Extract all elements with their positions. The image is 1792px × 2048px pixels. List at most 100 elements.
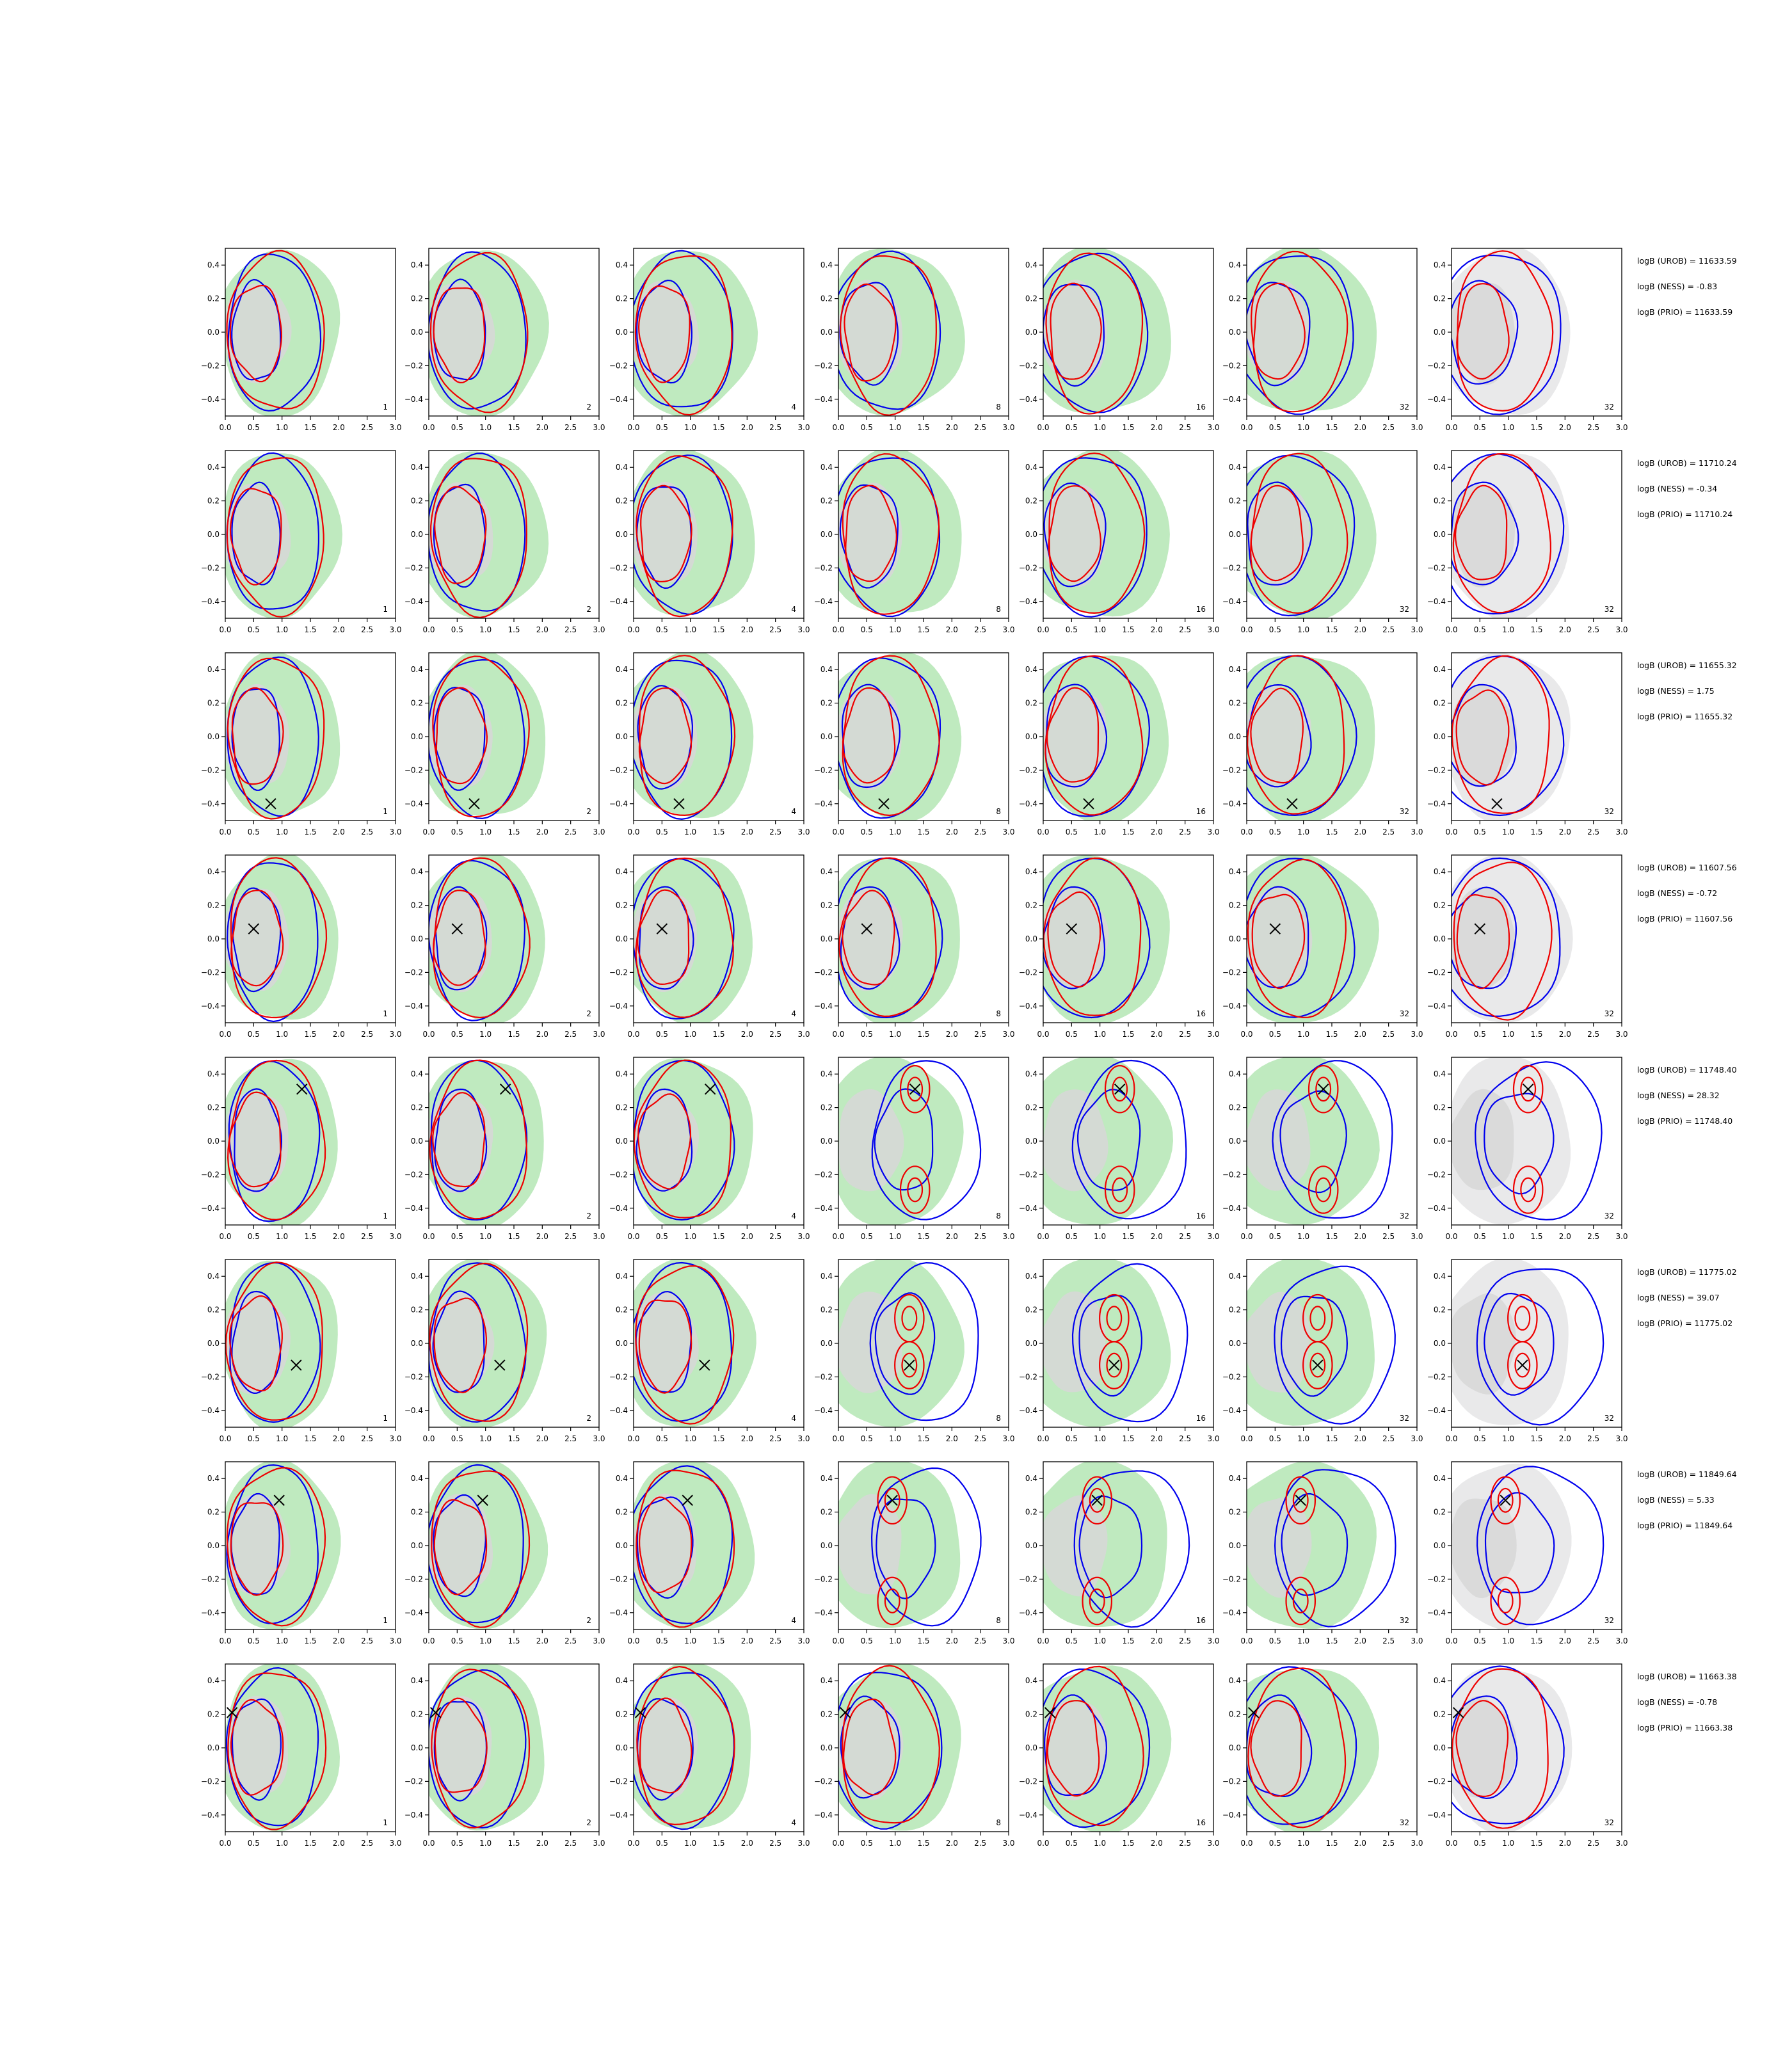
- y-tick-label: −0.4: [609, 597, 628, 606]
- x-tick-label: 1.0: [1502, 1636, 1514, 1645]
- blue-contour-outer: [1043, 1668, 1151, 1828]
- blue-contour-inner: [1452, 1695, 1518, 1800]
- red-contour-outer: [429, 1262, 529, 1422]
- y-tick-label: 0.4: [1229, 1272, 1241, 1281]
- y-tick-label: 0.2: [1434, 497, 1446, 506]
- x-tick-label: 2.5: [361, 1636, 373, 1645]
- row-1-stats: logB (UROB) = 11633.59 logB (NESS) = -0.8…: [1637, 256, 1737, 317]
- logb-stat-1: logB (UROB) = 11607.56: [1637, 863, 1737, 872]
- y-tick-label: 0.4: [1434, 260, 1446, 269]
- x-tick-label: 2.0: [1151, 625, 1163, 634]
- inner-density-fill: [225, 483, 291, 584]
- x-tick-label: 1.0: [276, 625, 288, 634]
- y-tick-label: 0.2: [1434, 699, 1446, 708]
- y-tick-label: 0.4: [1434, 665, 1446, 674]
- y-tick-label: −0.2: [814, 1170, 833, 1179]
- x-tick-label: 0.5: [451, 625, 463, 634]
- y-tick-label: 0.2: [820, 1306, 833, 1315]
- red-contour-mode-inner: [907, 1177, 924, 1203]
- y-tick-label: −0.4: [609, 1002, 628, 1011]
- panel-count-label: 1: [383, 1009, 388, 1018]
- x-tick-label: 1.0: [1502, 828, 1514, 836]
- x-tick-label: 0.5: [1474, 423, 1486, 432]
- red-contour-inner: [433, 889, 486, 986]
- y-tick-label: 0.2: [820, 901, 833, 910]
- red-contour-mode-inner: [1112, 1076, 1128, 1102]
- red-contour-inner: [434, 486, 487, 584]
- plot-area: [838, 1664, 961, 1831]
- y-tick-label: 0.0: [1434, 1743, 1446, 1752]
- blue-contour-outer: [1043, 457, 1148, 618]
- blue-contour-outer: [634, 454, 733, 615]
- panel-r2-c6: 0.0 0.5 1.0 1.5 2.0 2.5 3.0 0.4 0.2 0.0 −0.2 −0.4 32: [1222, 450, 1423, 634]
- y-tick-label: −0.2: [201, 1170, 220, 1179]
- y-tick-label: 0.2: [616, 294, 628, 303]
- y-tick-label: −0.4: [201, 1811, 220, 1820]
- y-tick-label: −0.2: [404, 968, 423, 977]
- blue-contour-inner: [1078, 1495, 1143, 1599]
- x-tick-label: 1.5: [1530, 1030, 1542, 1039]
- panel-r4-c1: 0.0 0.5 1.0 1.5 2.0 2.5 3.0 0.4 0.2 0.0 −0.2 −0.4 1: [201, 854, 402, 1039]
- inner-density-fill: [225, 888, 289, 991]
- panel-count-label: 32: [1400, 605, 1409, 614]
- y-tick-label: −0.4: [814, 1608, 833, 1617]
- logb-stat-2: logB (NESS) = -0.78: [1637, 1697, 1717, 1707]
- x-tick-label: 0.0: [1037, 828, 1049, 836]
- x-tick-label: 1.5: [1530, 828, 1542, 836]
- x-tick-label: 0.0: [422, 625, 435, 634]
- inner-density-fill: [634, 1292, 699, 1394]
- red-contour-outer: [1045, 1665, 1144, 1827]
- red-contour-outer: [227, 1672, 327, 1830]
- x-tick-label: 1.0: [889, 828, 901, 836]
- red-contour-mode-inner: [1089, 1487, 1105, 1513]
- y-tick-label: 0.4: [1434, 1474, 1446, 1483]
- x-tick-label: 1.5: [1325, 625, 1338, 634]
- red-contour-inner: [844, 283, 897, 382]
- x-tick-label: 3.0: [1207, 1232, 1219, 1241]
- x-tick-label: 0.0: [1240, 828, 1252, 836]
- plot-area: [634, 857, 753, 1023]
- blue-contour-inner: [234, 1088, 283, 1192]
- y-tick-label: 0.4: [820, 1474, 833, 1483]
- panel-r3-c2: 0.0 0.5 1.0 1.5 2.0 2.5 3.0 0.4 0.2 0.0 −0.2 −0.4 2: [404, 652, 605, 836]
- x-tick-label: 0.0: [1240, 625, 1252, 634]
- plot-area: [225, 1664, 340, 1832]
- y-tick-label: 0.2: [1434, 294, 1446, 303]
- x-tick-label: 3.0: [1411, 625, 1423, 634]
- inner-density-fill: [1247, 1698, 1312, 1800]
- red-contour-inner: [1046, 687, 1100, 783]
- y-tick-label: −0.4: [1019, 1204, 1037, 1213]
- x-tick-label: 2.5: [564, 1434, 577, 1443]
- x-tick-label: 0.5: [451, 1839, 463, 1848]
- inner-density-fill: [225, 1292, 291, 1395]
- y-tick-label: 0.4: [1025, 1069, 1037, 1078]
- x-tick-label: 1.5: [712, 1636, 724, 1645]
- panel-count-label: 32: [1400, 807, 1409, 816]
- y-tick-label: 0.2: [820, 294, 833, 303]
- blue-contour-inner: [231, 278, 282, 381]
- y-tick-label: −0.2: [814, 1777, 833, 1786]
- blue-contour-outer: [1247, 655, 1357, 817]
- inner-density-fill: [429, 1494, 493, 1596]
- plot-area: [634, 1664, 751, 1830]
- inner-density-fill: [838, 1494, 902, 1595]
- x-tick-label: 1.0: [479, 1030, 492, 1039]
- blue-contour-inner: [1281, 1492, 1348, 1596]
- panel-r2-c7: 0.0 0.5 1.0 1.5 2.0 2.5 3.0 0.4 0.2 0.0 −0.2 −0.4 32: [1427, 450, 1628, 634]
- inner-density-fill: [429, 1090, 493, 1194]
- panel-count-label: 32: [1604, 1616, 1614, 1625]
- red-contour-mode-outer: [1285, 1576, 1316, 1626]
- y-tick-label: 0.0: [1025, 732, 1037, 741]
- x-tick-label: 0.0: [627, 1030, 639, 1039]
- plot-area: [1043, 655, 1169, 820]
- x-tick-label: 2.0: [1151, 1030, 1163, 1039]
- y-tick-label: −0.2: [609, 1777, 628, 1786]
- y-tick-label: 0.4: [1025, 463, 1037, 472]
- y-tick-label: −0.2: [609, 563, 628, 572]
- inner-density-fill: [1247, 1292, 1310, 1393]
- y-tick-label: 0.0: [616, 732, 628, 741]
- true-parameter-marker: [1474, 923, 1486, 934]
- blue-contour-outer: [430, 1059, 528, 1221]
- blue-contour-outer: [634, 858, 735, 1020]
- x-tick-label: 3.0: [1411, 828, 1423, 836]
